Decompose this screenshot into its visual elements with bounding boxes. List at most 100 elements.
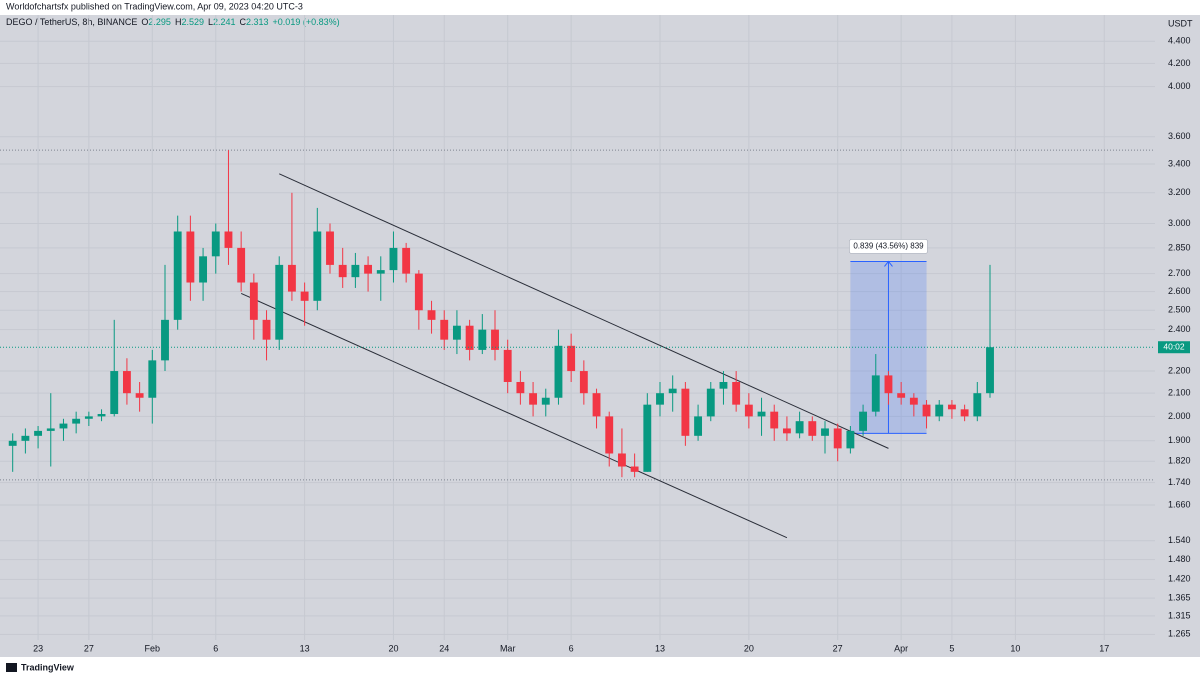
ohlc-value: 2.529 <box>181 17 204 27</box>
x-tick-label: 20 <box>744 643 754 653</box>
candle-body <box>567 345 576 372</box>
candle-body <box>300 291 309 301</box>
y-tick-label: 2.100 <box>1168 388 1191 398</box>
plot-area <box>0 15 1155 640</box>
y-tick-label: 4.400 <box>1168 36 1191 46</box>
candle-body <box>122 371 131 394</box>
candle-body <box>922 404 931 417</box>
candle-body <box>199 256 208 283</box>
y-tick-label: 2.850 <box>1168 242 1191 252</box>
x-tick-label: 17 <box>1099 643 1109 653</box>
candle-body <box>402 247 411 274</box>
footer: TradingView <box>6 662 75 672</box>
x-tick-label: 5 <box>949 643 954 653</box>
symbol: DEGO / TetherUS, 8h, BINANCE <box>6 17 137 27</box>
channel-line <box>240 292 788 539</box>
candle-body <box>97 414 106 417</box>
candle-body <box>313 231 322 301</box>
ohlc-label: L <box>208 17 213 27</box>
currency: USDT <box>1168 18 1193 28</box>
x-tick-label: 27 <box>833 643 843 653</box>
y-tick-label: 3.200 <box>1168 187 1191 197</box>
candle-body <box>72 418 81 424</box>
measure-arrowhead <box>884 260 893 267</box>
candle-body <box>656 393 664 405</box>
candle-body <box>148 360 157 398</box>
y-tick-label: 4.000 <box>1168 81 1191 91</box>
candle-body <box>21 435 30 441</box>
candle-body <box>808 421 817 436</box>
y-tick-label: 1.540 <box>1168 535 1191 545</box>
candle-body <box>909 397 918 405</box>
candle-body <box>960 409 969 417</box>
candle-body <box>46 428 55 431</box>
candle-body <box>237 247 246 283</box>
x-tick-label: 23 <box>33 643 43 653</box>
last-price-tag <box>1158 341 1190 354</box>
change: +0.019 (+0.83%) <box>273 17 340 27</box>
candle-body <box>478 329 487 350</box>
measure-label: 0.839 (43.56%) 839 <box>853 242 924 251</box>
candle-body <box>326 231 334 265</box>
candle-body <box>351 264 360 278</box>
legend: DEGO / TetherUS, 8h, BINANCE O2.295 H2.529… <box>6 17 340 27</box>
candle-body <box>821 428 829 436</box>
candle-body <box>161 319 169 361</box>
candle-body <box>579 371 588 394</box>
y-tick-label: 3.000 <box>1168 218 1191 228</box>
y-tick-label: 1.365 <box>1168 593 1191 603</box>
time-axis <box>0 640 1200 657</box>
candle-body <box>34 430 43 436</box>
y-tick-label: 1.265 <box>1168 629 1191 639</box>
candle-body <box>59 423 68 429</box>
candle-body <box>795 421 804 434</box>
candle-body <box>859 411 868 431</box>
candle-body <box>173 231 182 320</box>
candle-body <box>8 440 17 446</box>
candle-body <box>135 393 144 398</box>
candle-body <box>947 404 956 410</box>
candle-body <box>249 282 258 320</box>
price-axis <box>1155 15 1200 640</box>
y-tick-label: 1.480 <box>1168 554 1191 564</box>
candle-body <box>389 247 398 271</box>
ohlc-label: O <box>141 17 148 27</box>
candle-body <box>706 388 715 417</box>
candle-body <box>84 416 93 419</box>
candle-body <box>897 393 906 398</box>
logo <box>6 663 17 672</box>
y-tick-label: 1.900 <box>1168 435 1191 445</box>
candle-body <box>833 428 842 449</box>
y-tick-label: 1.740 <box>1168 477 1191 487</box>
ohlc-label: C <box>240 17 247 27</box>
ohlc-label: H <box>175 17 182 27</box>
candle-body <box>884 375 893 394</box>
countdown: 40:02 <box>1163 341 1185 351</box>
candle-body <box>770 411 779 429</box>
ohlc-value: 2.295 <box>148 17 171 27</box>
candle-body <box>275 264 284 340</box>
x-tick-label: 6 <box>569 643 574 653</box>
candle-body <box>744 404 753 417</box>
candle-body <box>757 411 766 417</box>
y-tick-label: 1.820 <box>1168 456 1191 466</box>
candle-body <box>732 381 741 405</box>
candle-body <box>986 347 994 394</box>
candle-body <box>605 416 614 454</box>
candle-body <box>617 453 626 467</box>
y-tick-label: 1.660 <box>1168 499 1191 509</box>
candle-body <box>516 381 525 394</box>
x-tick-label: Feb <box>145 643 161 653</box>
measure-label-box <box>849 239 928 254</box>
symbol-legend: DEGO / TetherUS, 8h, BINANCE O2.295 H2.529… <box>6 17 340 27</box>
y-tick-label: 1.420 <box>1168 574 1191 584</box>
candle-body <box>338 264 347 278</box>
x-tick-label: 13 <box>300 643 310 653</box>
y-tick-label: 2.000 <box>1168 411 1191 421</box>
x-tick-label: 6 <box>213 643 218 653</box>
candle-body <box>110 371 119 415</box>
candle-body <box>529 393 538 405</box>
candle-body <box>846 430 855 449</box>
candle-body <box>211 231 220 257</box>
candle-body <box>491 329 499 350</box>
